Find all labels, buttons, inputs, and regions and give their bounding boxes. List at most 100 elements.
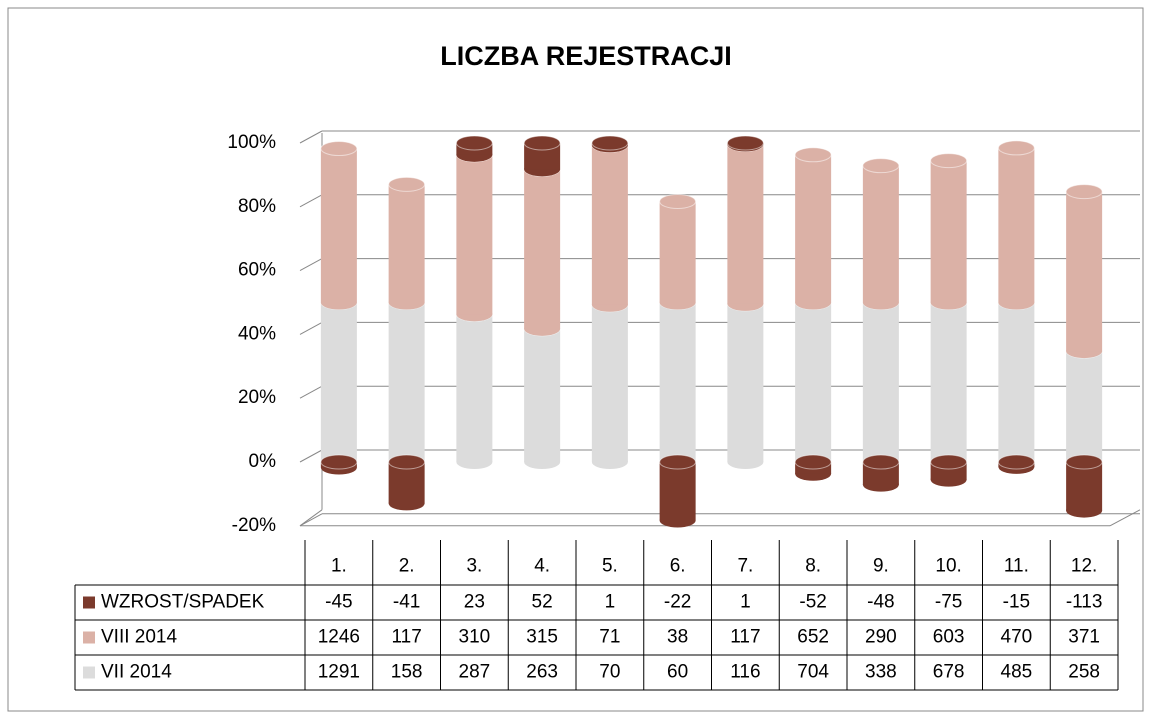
y-tick-label: 20% [238, 387, 276, 408]
bar [794, 147, 832, 310]
table-cell: 315 [526, 627, 558, 648]
bar-part [998, 302, 1035, 462]
bar-part [727, 303, 764, 462]
bar [659, 454, 697, 528]
table-cell: 70 [599, 662, 620, 683]
bar-part [795, 154, 832, 303]
x-tick-label: 6. [670, 556, 686, 577]
grid-line [299, 513, 323, 527]
bar [523, 321, 561, 469]
table-cell: -48 [867, 592, 894, 613]
table-cell: 158 [391, 662, 423, 683]
table-cell: 60 [667, 662, 688, 683]
table-cell: 52 [532, 592, 553, 613]
bar [862, 158, 900, 310]
grid-line [299, 449, 323, 463]
bar [930, 295, 968, 469]
bar-part [388, 302, 425, 462]
bar [862, 454, 900, 492]
y-tick-label: -20% [232, 515, 276, 536]
bar-part [523, 135, 561, 151]
legend-label: VIII 2014 [101, 627, 177, 648]
bar-part [659, 193, 697, 209]
table-cell: -113 [1066, 592, 1103, 613]
bar [930, 153, 968, 310]
bar-part [320, 302, 357, 462]
bar-part [930, 153, 968, 169]
bar-part [930, 302, 967, 462]
bar-part [659, 302, 696, 462]
bar-part [862, 454, 900, 470]
bar [862, 295, 900, 469]
table-cell: 470 [1001, 627, 1033, 648]
bar [1065, 184, 1103, 359]
bar-part [524, 328, 561, 462]
bar-part [997, 140, 1035, 156]
bar [726, 136, 764, 311]
table-cell: 116 [730, 662, 760, 683]
table-cell: 678 [933, 662, 965, 683]
bar [794, 454, 832, 481]
bar [320, 295, 358, 469]
bar [388, 454, 426, 511]
table-cell: 652 [797, 627, 829, 648]
bar [997, 295, 1035, 469]
bar-part [726, 135, 764, 151]
table-cell: 38 [667, 627, 688, 648]
bar-part [930, 454, 968, 470]
table-cell: 485 [1001, 662, 1033, 683]
bar-part [794, 147, 832, 163]
bar-part [795, 302, 832, 462]
table-cell: 258 [1068, 662, 1100, 683]
bar [591, 135, 629, 153]
table-cell: -45 [325, 592, 352, 613]
bar-part [591, 135, 629, 151]
bar-part [1066, 191, 1103, 352]
x-tick-label: 5. [602, 556, 618, 577]
bar-part [320, 148, 357, 303]
x-tick-label: 4. [534, 556, 550, 577]
y-tick-label: 100% [227, 132, 276, 153]
bar-part [930, 160, 967, 303]
legend-label: WZROST/SPADEK [101, 592, 265, 613]
table-cell: 603 [933, 627, 965, 648]
bar [659, 295, 697, 469]
bar [726, 296, 764, 469]
table-cell: -75 [935, 592, 962, 613]
bar-part [388, 184, 425, 303]
bar-part [862, 165, 899, 303]
table-cell: 371 [1068, 627, 1100, 648]
grid-line [299, 321, 323, 335]
legend-swatch [83, 666, 95, 679]
bar [591, 137, 629, 312]
bar-part [591, 145, 628, 305]
bar-part [524, 169, 561, 329]
bar-part [794, 454, 832, 470]
bar [388, 295, 426, 469]
bar [930, 454, 968, 487]
x-tick-label: 3. [466, 556, 482, 577]
bar-part [659, 454, 697, 470]
bar [320, 141, 358, 310]
table-cell: 117 [391, 627, 421, 648]
table-cell: 704 [797, 662, 829, 683]
legend-swatch [83, 596, 95, 609]
table-cell: 338 [865, 662, 897, 683]
bar-part [862, 302, 899, 462]
bar-part [1066, 462, 1103, 511]
table-cell: 1 [605, 592, 616, 613]
table-cell: 287 [459, 662, 491, 683]
bar [997, 454, 1035, 474]
bar-part [1066, 351, 1103, 462]
y-tick-label: 60% [238, 260, 276, 281]
bar-part [1065, 454, 1103, 470]
grid-line [299, 385, 323, 399]
bar-part [659, 201, 696, 303]
bar [523, 161, 561, 336]
y-tick-label: 80% [238, 196, 276, 217]
bar [455, 147, 493, 322]
chart-title: LICZBA REJESTRACJI [440, 41, 732, 71]
x-tick-label: 1. [331, 556, 347, 577]
table-cell: 23 [464, 592, 485, 613]
